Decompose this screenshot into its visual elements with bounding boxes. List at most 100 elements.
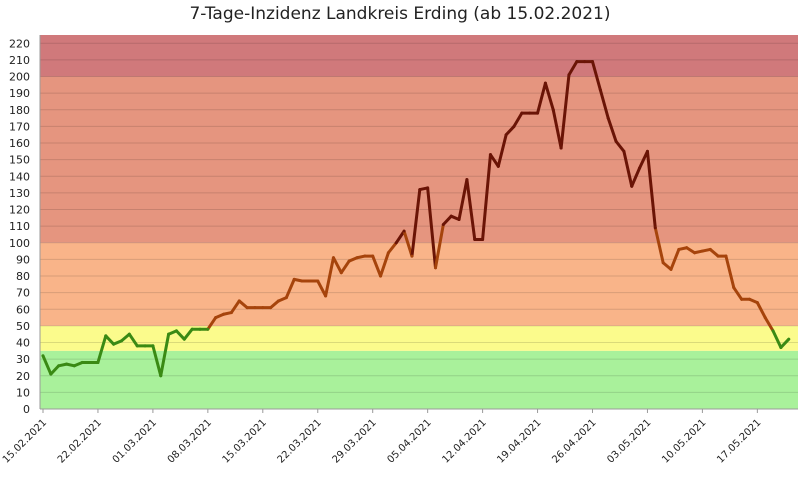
data-point (771, 329, 775, 333)
x-tick-labels: 15.02.2021 22.02.2021 01.03.2021 08.03.2021… (1, 409, 763, 466)
line-segment (598, 88, 610, 120)
data-point (96, 361, 100, 364)
data-point (520, 111, 524, 115)
line-segment (567, 60, 579, 77)
data-point (740, 297, 744, 301)
incidence-line (41, 60, 791, 378)
line-segment (434, 222, 445, 270)
band-3 (40, 76, 798, 243)
line-segment (441, 214, 453, 226)
data-point (528, 111, 532, 115)
data-point (182, 337, 186, 341)
data-point (410, 254, 414, 258)
data-point (512, 125, 516, 128)
line-segment (536, 81, 547, 115)
line-segment (606, 116, 618, 143)
line-segment (708, 247, 720, 258)
line-segment (316, 279, 328, 298)
x-tick-label: 26.04.2021 (550, 417, 598, 465)
data-point (677, 248, 681, 251)
line-segment (724, 254, 736, 290)
data-point (481, 238, 484, 241)
data-point (449, 214, 453, 218)
data-point (638, 166, 641, 170)
data-point (661, 261, 665, 265)
line-segment (371, 254, 383, 278)
y-tick-label: 70 (16, 287, 30, 300)
y-tick-label: 220 (9, 37, 30, 50)
data-point (347, 259, 351, 263)
data-point (787, 337, 791, 341)
data-point (151, 344, 155, 348)
line-segment (96, 334, 108, 364)
data-point (300, 279, 304, 283)
x-tick-label: 10.05.2021 (660, 417, 708, 465)
data-point (371, 254, 375, 258)
line-segment (394, 229, 406, 245)
line-segment (324, 256, 335, 298)
data-point (630, 184, 634, 188)
data-point (653, 226, 657, 230)
data-point (496, 164, 500, 168)
data-point (198, 327, 202, 331)
line-segment (653, 226, 665, 265)
line-segment (41, 354, 53, 376)
axes (39, 35, 798, 410)
data-point (402, 229, 406, 233)
y-tick-label: 90 (16, 253, 30, 266)
data-point (143, 344, 147, 348)
data-point (80, 361, 84, 364)
data-point (222, 312, 225, 316)
data-point (57, 364, 61, 368)
line-segment (551, 108, 563, 150)
data-point (693, 251, 696, 255)
data-point (598, 88, 602, 92)
data-point (473, 238, 477, 241)
data-point (332, 256, 335, 260)
data-point (755, 301, 759, 305)
data-point (457, 218, 461, 221)
line-segment (771, 329, 783, 349)
band-4 (40, 35, 798, 77)
y-tick-label: 60 (16, 303, 30, 316)
data-point (237, 299, 241, 303)
y-tick-label: 40 (16, 337, 30, 350)
line-segment (410, 188, 422, 258)
data-point (669, 267, 673, 271)
line-segment (402, 229, 414, 258)
x-tick-label: 08.03.2021 (166, 417, 214, 465)
data-point (277, 299, 280, 303)
data-point (779, 346, 783, 349)
data-point (426, 186, 430, 190)
line-segment (559, 73, 571, 150)
line-segment (379, 251, 390, 278)
line-segment (496, 133, 508, 168)
line-segment (732, 286, 744, 301)
x-tick-label: 17.05.2021 (715, 417, 763, 465)
data-point (363, 254, 367, 258)
line-segment (120, 332, 131, 343)
data-point (324, 294, 327, 298)
line-segment (339, 259, 351, 275)
x-tick-label: 19.04.2021 (495, 417, 543, 465)
data-point (646, 149, 649, 153)
data-point (434, 266, 437, 270)
line-segment (182, 327, 194, 341)
y-tick-label: 20 (16, 370, 30, 383)
line-segment (512, 111, 524, 128)
data-point (214, 316, 218, 319)
data-point (88, 361, 92, 364)
data-point (41, 354, 45, 358)
band-0 (40, 350, 798, 409)
data-point (284, 296, 288, 300)
data-point (583, 60, 587, 63)
line-segment (174, 329, 186, 341)
line-segment (229, 299, 241, 315)
line-segment (465, 178, 477, 241)
line-segment (504, 124, 516, 137)
y-tick-label: 130 (9, 187, 30, 200)
data-point (394, 241, 398, 245)
data-point (269, 306, 273, 310)
x-tick-label: 29.03.2021 (331, 417, 379, 465)
line-segment (661, 261, 673, 271)
